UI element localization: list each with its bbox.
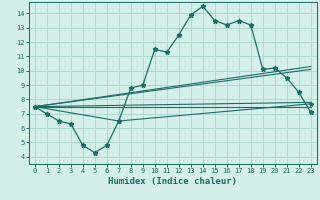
X-axis label: Humidex (Indice chaleur): Humidex (Indice chaleur)	[108, 177, 237, 186]
